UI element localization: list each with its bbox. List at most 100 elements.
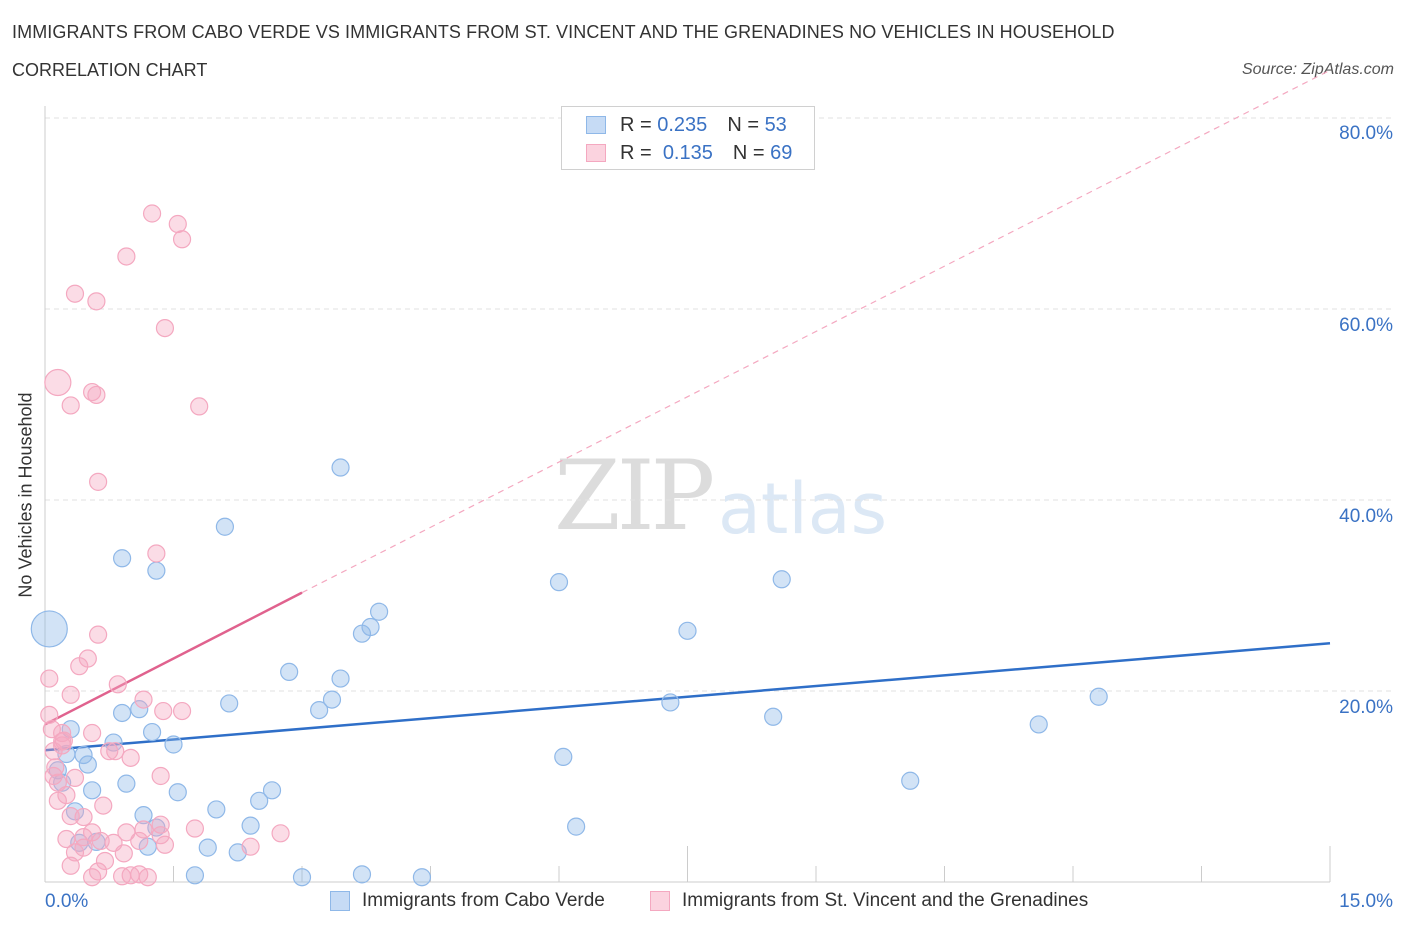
legend-label: Immigrants from St. Vincent and the Gren…: [682, 890, 1089, 911]
data-point: [155, 319, 175, 338]
data-point: [83, 781, 102, 800]
data-point: [130, 700, 149, 719]
data-point: [190, 397, 209, 416]
data-point: [198, 838, 217, 857]
data-point: [138, 868, 157, 887]
data-point: [322, 690, 342, 709]
y-tick-label-60: 60.0%: [1339, 315, 1393, 336]
data-point: [164, 735, 183, 754]
data-point: [151, 826, 170, 845]
data-point: [370, 602, 389, 621]
data-point: [215, 517, 234, 536]
data-point: [154, 701, 173, 721]
data-point: [65, 284, 85, 303]
data-point: [271, 824, 290, 843]
data-point: [142, 204, 162, 223]
data-point: [134, 690, 153, 709]
watermark-zip: ZIP: [554, 440, 715, 552]
data-point: [207, 800, 226, 819]
data-point: [250, 791, 269, 810]
legend-label: Immigrants from Cabo Verde: [362, 890, 605, 911]
data-point: [772, 570, 791, 589]
trend-line: [44, 591, 303, 726]
data-point: [549, 573, 569, 592]
data-point: [87, 385, 106, 405]
legend-r-value: 0.135: [662, 141, 713, 164]
data-point: [117, 774, 136, 793]
data-point: [42, 720, 61, 739]
data-point: [361, 617, 380, 637]
data-point: [74, 828, 93, 847]
legend-n-value: 53: [764, 113, 787, 136]
data-point: [292, 868, 312, 887]
data-point: [117, 247, 136, 266]
data-point: [661, 693, 680, 712]
axes: [44, 106, 1331, 883]
y-axis-label: No Vehicles in Household: [15, 392, 36, 598]
data-point: [65, 768, 85, 788]
data-point: [61, 396, 80, 415]
trend-line-extension: [301, 69, 1331, 594]
data-point: [87, 292, 106, 311]
data-point: [130, 831, 149, 851]
legend-n-label: N =: [727, 113, 759, 136]
legend-swatch-blue: [330, 891, 350, 911]
data-point: [147, 544, 166, 563]
data-point: [89, 862, 108, 881]
data-point: [280, 662, 299, 682]
y-tick-label-20: 20.0%: [1339, 697, 1393, 718]
data-point: [262, 781, 282, 800]
data-point: [61, 720, 80, 739]
data-point: [40, 669, 59, 688]
legend-item-st-vincent: Immigrants from St. Vincent and the Gren…: [650, 890, 1088, 912]
grid-lines: [45, 117, 1395, 692]
data-point: [168, 214, 187, 234]
watermark-atlas: atlas: [718, 468, 888, 550]
trend-lines: [44, 69, 1331, 752]
data-point: [57, 785, 76, 805]
data-point: [61, 685, 80, 704]
data-point: [331, 458, 350, 477]
data-point: [61, 807, 80, 826]
data-point: [78, 649, 97, 668]
data-point: [44, 368, 72, 397]
data-point: [46, 758, 65, 777]
data-point: [142, 722, 162, 742]
legend-item-cabo-verde: Immigrants from Cabo Verde: [330, 890, 605, 912]
data-point: [74, 807, 93, 827]
legend-r-label: R =: [620, 113, 652, 136]
legend-r-value: 0.235: [657, 113, 708, 136]
data-point: [678, 621, 697, 640]
x-tick-label-max: 15.0%: [1339, 891, 1393, 912]
data-point: [83, 723, 102, 743]
data-point: [168, 783, 187, 802]
data-point: [151, 815, 170, 834]
y-tick-label-80: 80.0%: [1339, 123, 1393, 144]
data-point: [185, 819, 205, 838]
data-point: [121, 748, 140, 767]
data-point: [352, 865, 372, 884]
legend-n-label: N =: [732, 141, 765, 164]
data-point: [74, 745, 93, 765]
data-point: [78, 755, 97, 774]
data-point: [241, 816, 260, 835]
data-point: [40, 705, 59, 724]
x-tick-label-min: 0.0%: [45, 891, 89, 912]
data-point: [901, 771, 920, 790]
data-point: [48, 773, 67, 792]
data-point: [134, 820, 153, 839]
legend-row-st-vincent: R = 0.135 N = 69: [586, 141, 792, 165]
data-point: [112, 549, 132, 568]
source-credit: Source: ZipAtlas.com: [1241, 61, 1394, 78]
legend-swatch-blue: [586, 116, 606, 134]
legend-n-value: 69: [770, 141, 793, 164]
legend-r-label: R =: [620, 141, 652, 164]
data-point: [172, 230, 192, 249]
data-point: [95, 851, 115, 871]
data-point: [89, 472, 108, 491]
data-point: [74, 838, 93, 857]
data-point: [185, 866, 205, 885]
legend-swatch-pink: [586, 144, 606, 162]
data-point: [241, 837, 260, 856]
